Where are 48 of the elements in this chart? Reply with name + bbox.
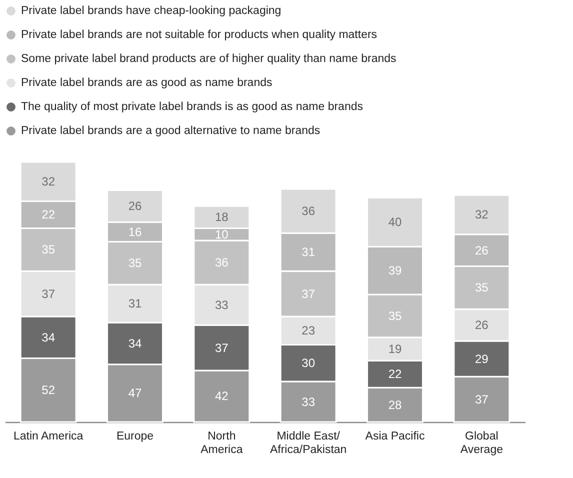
data-label: 22: [388, 367, 402, 382]
data-label: 22: [42, 208, 56, 222]
data-label: 35: [474, 280, 489, 295]
x-tick-label: Asia Pacific: [365, 430, 425, 442]
data-label: 36: [214, 256, 229, 270]
data-label: 37: [42, 286, 56, 301]
legend-label: The quality of most private label brands is as good as name brands: [21, 101, 364, 113]
data-label: 35: [42, 242, 56, 257]
legend-label: Private label brands are as good as name brands: [21, 77, 272, 89]
x-tick-label: Latin America: [13, 430, 84, 442]
data-label: 18: [214, 210, 229, 224]
data-label: 31: [128, 296, 142, 311]
data-label: 37: [302, 286, 316, 301]
legend-label: Private label brands are not suitable for products when quality matters: [21, 29, 378, 41]
data-label: 26: [128, 199, 142, 214]
data-label: 19: [388, 342, 402, 356]
x-tick-label: Middle East/ Africa/Pakistan: [270, 430, 347, 456]
x-tick-label: North America: [200, 430, 244, 456]
data-label: 36: [302, 204, 316, 218]
data-label: 37: [474, 392, 489, 406]
x-tick-label: Global Average: [460, 430, 503, 456]
data-label: 42: [214, 389, 229, 404]
data-label: 32: [42, 174, 56, 189]
data-label: 37: [214, 340, 229, 355]
data-label: 28: [388, 398, 402, 412]
data-label: 26: [474, 318, 489, 332]
x-tick-label: Europe: [116, 430, 154, 442]
data-label: 52: [42, 383, 56, 398]
data-label: 30: [302, 356, 316, 370]
legend-label: Private label brands are a good alternative to name brands: [21, 125, 320, 137]
data-label: 33: [302, 394, 316, 409]
data-label: 32: [474, 208, 489, 222]
data-label: 47: [128, 386, 142, 400]
data-label: 34: [128, 336, 142, 351]
data-label: 26: [474, 243, 489, 258]
legend-label: Some private label brand products are of higher quality than name brands: [21, 53, 397, 65]
data-label: 33: [214, 298, 229, 312]
data-label: 29: [474, 352, 489, 366]
data-label: 39: [388, 264, 402, 278]
data-label: 31: [302, 245, 316, 260]
data-label: 34: [42, 330, 56, 344]
data-label: 40: [388, 215, 402, 230]
data-label: 10: [214, 227, 229, 242]
data-label: 16: [128, 224, 142, 239]
data-label: 35: [128, 256, 142, 270]
legend-label: Private label brands have cheap-looking packaging: [21, 5, 282, 17]
data-label: 35: [388, 308, 402, 323]
data-label: 23: [302, 324, 316, 338]
